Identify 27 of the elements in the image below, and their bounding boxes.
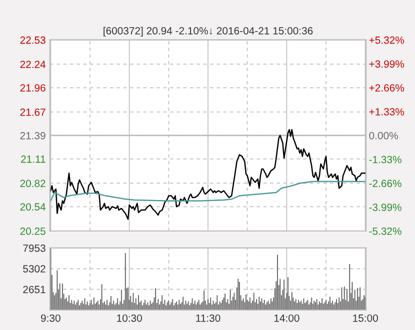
- y2-tick-label: +3.99%: [369, 60, 404, 68]
- x-tick-label: 14:00: [274, 314, 300, 322]
- y-tick-label: 21.39: [20, 132, 46, 140]
- x-tick-label: 11:30: [196, 314, 220, 322]
- y2-tick-label: -2.66%: [369, 180, 402, 188]
- y-tick-label: 2651: [23, 286, 46, 294]
- y2-tick-label: -1.33%: [369, 156, 402, 164]
- y2-tick-label: +5.32%: [369, 36, 404, 44]
- y2-tick-label: -5.32%: [369, 228, 402, 235]
- y2-tick-label: +2.66%: [369, 84, 404, 92]
- y-tick-label: 21.11: [21, 155, 46, 163]
- y-tick-label: 22.53: [20, 36, 46, 44]
- y2-tick-label: 0.00%: [369, 132, 398, 140]
- x-tick-label: 10:30: [117, 314, 142, 322]
- y2-tick-label: +1.33%: [369, 108, 404, 116]
- y-tick-label: 7953: [23, 244, 46, 252]
- y-tick-label: 20.25: [20, 228, 46, 235]
- y2-tick-label: -3.99%: [369, 204, 402, 211]
- x-tick-label: 15:00: [353, 314, 378, 322]
- y-tick-label: 22.24: [20, 60, 46, 68]
- y-tick-label: 21.67: [20, 108, 46, 116]
- y-tick-label: 5302: [23, 265, 46, 273]
- chart-title: [600372] 20.94 -2.10%↓ 2016-04-21 15:00:36: [104, 26, 313, 37]
- x-tick-label: 9:30: [41, 314, 60, 322]
- y-tick-label: 20.82: [20, 180, 46, 188]
- y-tick-label: 21.96: [20, 84, 46, 92]
- y-tick-label: 20.54: [20, 203, 46, 211]
